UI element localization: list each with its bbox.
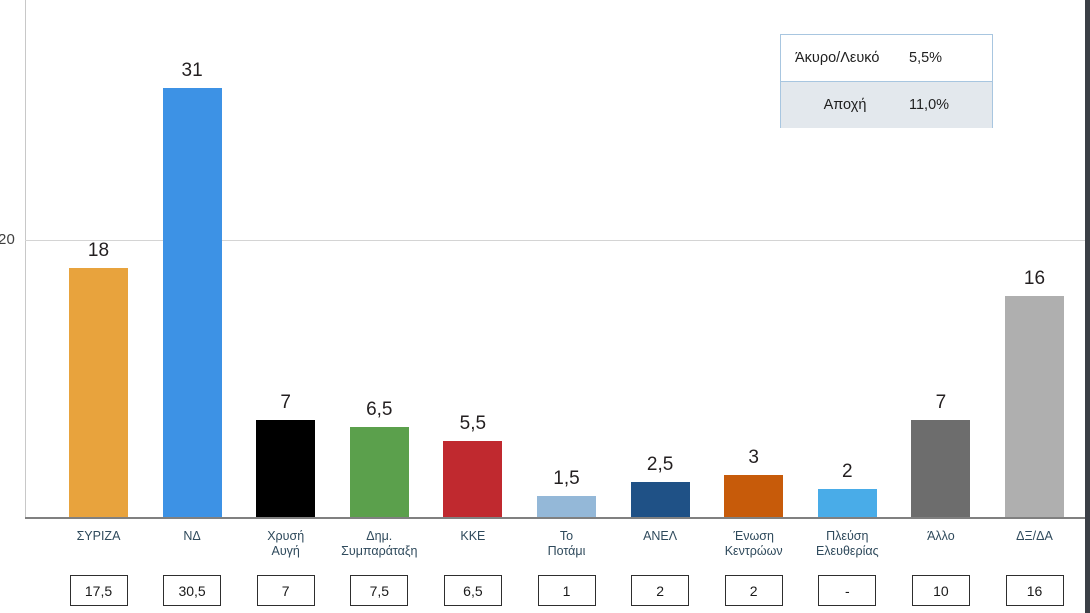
bar-value-label-4: 6,5 — [366, 399, 393, 421]
secondary-value-box-3: 7 — [256, 575, 315, 606]
bar-2 — [162, 87, 222, 517]
bar-6 — [537, 496, 596, 517]
x-axis-label-7: ΑΝΕΛ — [643, 529, 678, 543]
bar-1 — [69, 267, 128, 517]
gridline-20 — [25, 240, 1085, 242]
info-label-akyro-lefko: Άκυρο/Λευκό — [795, 50, 880, 66]
secondary-value-box-5: 6,5 — [443, 575, 502, 606]
info-label-apochi: Αποχή — [823, 97, 867, 113]
secondary-value-box-9: - — [818, 575, 877, 606]
bar-value-label-10: 7 — [935, 392, 947, 414]
secondary-value-box-6: 1 — [537, 575, 596, 606]
bar-value-label-9: 2 — [842, 461, 853, 483]
bar-value-label-8: 3 — [748, 447, 759, 469]
x-axis-label-2: ΝΔ — [183, 529, 201, 543]
x-axis-label-10: Άλλο — [927, 529, 955, 543]
bar-value-label-1: 18 — [87, 239, 110, 261]
info-value-apochi: 11,0% — [909, 97, 950, 113]
x-axis-label-11: ΔΞ/ΔΑ — [1016, 529, 1053, 543]
bar-4 — [349, 427, 409, 517]
x-axis-label-3: Χρυσή Αυγή — [267, 529, 305, 558]
bar-value-label-11: 16 — [1023, 267, 1046, 289]
x-axis-label-5: ΚΚΕ — [460, 529, 486, 543]
secondary-value-box-8: 2 — [724, 575, 783, 606]
bar-value-label-2: 31 — [181, 59, 203, 81]
info-row-akyro-lefko: Άκυρο/Λευκό 5,5% — [781, 35, 992, 81]
secondary-value-box-2: 30,5 — [163, 575, 222, 606]
secondary-value-box-11: 16 — [1005, 575, 1064, 606]
info-row-apochi: Αποχή 11,0% — [781, 81, 992, 128]
bar-value-label-5: 5,5 — [459, 412, 487, 434]
slide-right-edge — [1085, 0, 1090, 613]
bar-value-label-7: 2,5 — [646, 454, 674, 476]
secondary-value-box-1: 17,5 — [69, 575, 128, 606]
x-axis-baseline — [25, 517, 1085, 519]
x-axis-label-9: Πλεύση Ελευθερίας — [815, 529, 879, 558]
bar-3 — [256, 420, 316, 517]
plot-area: 20 — [0, 0, 1085, 519]
y-axis-line — [25, 0, 26, 518]
info-legend-table: Άκυρο/Λευκό 5,5% Αποχή 11,0% — [780, 34, 993, 128]
bar-8 — [724, 475, 784, 517]
x-axis-label-6: Το Ποτάμι — [547, 529, 586, 558]
bar-10 — [911, 420, 971, 517]
secondary-value-box-7: 2 — [631, 575, 690, 606]
bar-7 — [630, 482, 690, 517]
bar-5 — [443, 440, 503, 517]
x-axis-label-8: Ένωση Κεντρώων — [724, 529, 783, 558]
bar-series: 18 31 7 6,5 5,5 1,5 2,5 3 2 7 16 — [69, 59, 1064, 517]
secondary-value-box-10: 10 — [911, 575, 970, 606]
bar-value-label-3: 7 — [280, 392, 291, 414]
info-value-akyro-lefko: 5,5% — [909, 50, 943, 66]
y-axis-tick-label-20: 20 — [0, 231, 16, 249]
x-axis-label-4: Δημ. Συμπαράταξη — [341, 529, 418, 558]
bar-value-label-6: 1,5 — [553, 468, 580, 490]
bar-9 — [817, 489, 877, 517]
secondary-value-box-4: 7,5 — [350, 575, 409, 606]
x-axis-label-1: ΣΥΡΙΖΑ — [76, 529, 121, 543]
bar-11 — [1005, 295, 1064, 517]
